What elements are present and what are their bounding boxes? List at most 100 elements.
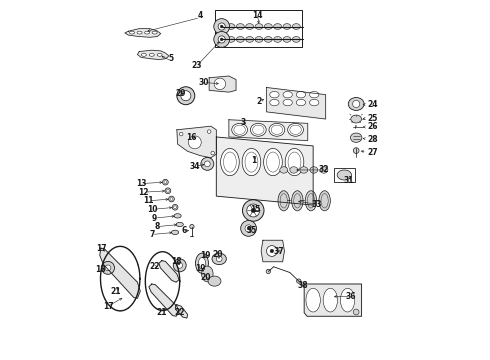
Circle shape: [204, 161, 210, 167]
Text: 9: 9: [152, 213, 157, 222]
Ellipse shape: [220, 148, 239, 176]
Ellipse shape: [305, 191, 317, 211]
Text: 31: 31: [344, 176, 354, 185]
Circle shape: [181, 91, 191, 101]
Text: 27: 27: [367, 148, 378, 157]
Text: 18: 18: [96, 265, 106, 274]
Ellipse shape: [176, 222, 183, 226]
Circle shape: [218, 23, 225, 30]
Ellipse shape: [196, 253, 208, 273]
Text: 37: 37: [274, 247, 284, 256]
Ellipse shape: [149, 53, 154, 56]
Ellipse shape: [296, 99, 306, 106]
Text: 22: 22: [174, 308, 185, 317]
Ellipse shape: [283, 37, 291, 42]
Text: 38: 38: [297, 281, 308, 290]
Ellipse shape: [232, 123, 247, 136]
Text: 17: 17: [96, 244, 107, 253]
Ellipse shape: [201, 266, 213, 282]
Ellipse shape: [212, 253, 226, 265]
Text: 32: 32: [318, 166, 329, 175]
Text: 34: 34: [190, 162, 200, 171]
Ellipse shape: [137, 31, 142, 34]
Text: 35: 35: [246, 226, 257, 235]
Ellipse shape: [174, 214, 181, 218]
Ellipse shape: [208, 276, 221, 286]
Circle shape: [353, 148, 359, 153]
Text: 5: 5: [169, 54, 174, 63]
Circle shape: [177, 87, 195, 105]
Circle shape: [247, 227, 250, 230]
Ellipse shape: [274, 24, 282, 30]
Text: 1: 1: [251, 156, 257, 165]
Ellipse shape: [227, 24, 235, 30]
Circle shape: [188, 136, 201, 149]
Ellipse shape: [351, 115, 362, 123]
Circle shape: [296, 279, 301, 283]
Ellipse shape: [283, 24, 291, 30]
Circle shape: [177, 262, 183, 268]
Ellipse shape: [323, 288, 338, 312]
Ellipse shape: [255, 24, 263, 30]
Text: 3: 3: [241, 118, 246, 127]
Circle shape: [211, 151, 215, 155]
Ellipse shape: [320, 167, 328, 173]
Text: 17: 17: [103, 302, 113, 311]
Circle shape: [220, 38, 223, 41]
Circle shape: [270, 249, 274, 253]
Text: 2: 2: [257, 97, 262, 106]
Text: 25: 25: [367, 114, 377, 123]
Polygon shape: [125, 29, 161, 37]
Circle shape: [163, 179, 168, 185]
Circle shape: [165, 188, 171, 194]
Ellipse shape: [227, 37, 235, 42]
Ellipse shape: [310, 91, 319, 98]
Circle shape: [353, 100, 360, 108]
Circle shape: [173, 259, 186, 272]
Text: 8: 8: [154, 222, 160, 231]
Polygon shape: [175, 305, 188, 318]
Text: 20: 20: [200, 273, 211, 282]
Ellipse shape: [264, 148, 282, 176]
Text: 4: 4: [197, 11, 203, 20]
Ellipse shape: [293, 24, 300, 30]
Circle shape: [169, 196, 174, 202]
Ellipse shape: [157, 53, 162, 56]
Ellipse shape: [293, 37, 300, 42]
Ellipse shape: [306, 288, 320, 312]
Polygon shape: [209, 76, 236, 92]
Text: 7: 7: [149, 230, 154, 239]
Circle shape: [101, 261, 115, 274]
Ellipse shape: [145, 31, 149, 34]
Circle shape: [247, 204, 260, 217]
Ellipse shape: [141, 53, 147, 56]
Text: 33: 33: [312, 200, 322, 209]
Circle shape: [241, 221, 256, 236]
Ellipse shape: [300, 167, 308, 173]
Text: 12: 12: [139, 188, 149, 197]
Polygon shape: [267, 87, 326, 119]
Text: 6: 6: [181, 226, 187, 235]
Text: 21: 21: [110, 287, 121, 296]
Text: 23: 23: [191, 62, 202, 71]
Ellipse shape: [245, 37, 254, 42]
Ellipse shape: [341, 288, 355, 312]
Circle shape: [207, 130, 211, 134]
Ellipse shape: [283, 91, 293, 98]
Polygon shape: [149, 284, 179, 316]
Circle shape: [245, 225, 252, 232]
Ellipse shape: [265, 37, 272, 42]
Text: 21: 21: [156, 308, 167, 317]
Ellipse shape: [310, 167, 318, 173]
Text: 19: 19: [200, 251, 211, 260]
Text: 26: 26: [367, 122, 377, 131]
Ellipse shape: [310, 99, 319, 106]
Text: 16: 16: [186, 133, 196, 142]
Circle shape: [179, 132, 183, 136]
Circle shape: [190, 225, 194, 229]
Polygon shape: [229, 120, 308, 140]
Bar: [215, 10, 302, 47]
Ellipse shape: [290, 167, 298, 173]
Circle shape: [105, 265, 111, 271]
Polygon shape: [216, 137, 313, 205]
